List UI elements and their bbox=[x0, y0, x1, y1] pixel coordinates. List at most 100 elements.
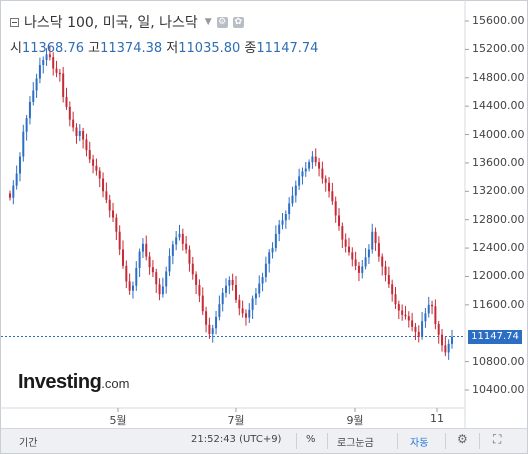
logo-main: Investing bbox=[18, 371, 102, 393]
candle-down bbox=[55, 68, 58, 73]
candle-down bbox=[397, 304, 400, 311]
candle-down bbox=[328, 182, 331, 192]
candle-up bbox=[274, 233, 277, 249]
caret-down-icon[interactable]: ▼ bbox=[204, 17, 212, 27]
divider bbox=[479, 433, 480, 449]
candle-up bbox=[221, 292, 224, 305]
candle-up bbox=[141, 243, 144, 252]
logo-suffix: .com bbox=[101, 376, 130, 391]
candle-down bbox=[102, 178, 105, 192]
y-tick-label: 12400.00 bbox=[472, 241, 525, 255]
candle-up bbox=[311, 156, 314, 163]
candle-down bbox=[72, 119, 75, 128]
candle-down bbox=[155, 272, 158, 285]
candle-down bbox=[384, 266, 387, 276]
candle-down bbox=[158, 284, 161, 295]
candle-down bbox=[407, 316, 410, 321]
candle-down bbox=[341, 226, 344, 240]
candle-down bbox=[95, 165, 98, 171]
candle-up bbox=[451, 336, 453, 344]
candle-down bbox=[434, 306, 437, 325]
fullscreen-icon[interactable]: ⛶ bbox=[493, 432, 502, 446]
y-tick-label: 11600.00 bbox=[472, 297, 525, 311]
x-tick-label: 7월 bbox=[227, 414, 245, 427]
period-button[interactable]: 기간 bbox=[19, 438, 38, 449]
candle-down bbox=[68, 106, 71, 120]
candle-up bbox=[42, 60, 45, 65]
candle-down bbox=[88, 150, 91, 160]
y-tick-label: 14800.00 bbox=[472, 70, 525, 84]
candle-up bbox=[421, 321, 424, 337]
y-tick-label: 15600.00 bbox=[472, 14, 525, 27]
candle-down bbox=[58, 72, 61, 75]
candle-up bbox=[45, 54, 48, 61]
candle-up bbox=[284, 214, 287, 221]
candle-down bbox=[125, 265, 128, 282]
candle-down bbox=[82, 130, 85, 140]
candle-down bbox=[357, 265, 360, 273]
candle-down bbox=[85, 139, 88, 151]
candle-up bbox=[38, 64, 41, 79]
x-tick-label: 11 bbox=[430, 412, 444, 425]
candle-down bbox=[347, 246, 350, 253]
candle-up bbox=[135, 267, 138, 286]
candle-up bbox=[161, 286, 164, 295]
candle-up bbox=[131, 285, 134, 291]
settings-gear-icon[interactable]: ⚙ bbox=[216, 16, 228, 28]
candle-up bbox=[427, 304, 430, 314]
candle-down bbox=[238, 299, 241, 309]
candle-down bbox=[195, 274, 198, 285]
candle-up bbox=[371, 231, 374, 250]
candle-up bbox=[18, 156, 21, 174]
candle-up bbox=[291, 195, 294, 204]
candle-down bbox=[354, 259, 357, 266]
candle-down bbox=[191, 263, 194, 275]
candle-down bbox=[351, 252, 354, 260]
candle-up bbox=[281, 220, 284, 225]
candle-down bbox=[377, 243, 380, 257]
candle-up bbox=[78, 130, 81, 136]
candle-down bbox=[145, 243, 148, 257]
candle-down bbox=[48, 54, 51, 58]
candle-down bbox=[394, 294, 397, 305]
candle-down bbox=[401, 310, 404, 315]
candle-down bbox=[128, 281, 131, 291]
candle-up bbox=[294, 185, 297, 196]
candle-down bbox=[98, 170, 101, 179]
candle-up bbox=[301, 171, 304, 177]
chart-header[interactable]: 나스닥 100, 미국, 일, 나스닥 ▼ ⚙ ✿ bbox=[10, 12, 244, 32]
y-tick-label: 15200.00 bbox=[472, 42, 525, 56]
candle-up bbox=[424, 313, 427, 322]
candle-down bbox=[208, 324, 211, 334]
candle-down bbox=[205, 311, 208, 325]
high-value: 11374.38 bbox=[100, 41, 163, 56]
candle-down bbox=[118, 231, 121, 250]
y-tick-label: 14000.00 bbox=[472, 127, 525, 141]
candle-up bbox=[251, 298, 254, 310]
candle-up bbox=[361, 266, 364, 273]
collapse-icon[interactable] bbox=[10, 17, 19, 27]
candle-up bbox=[178, 233, 181, 238]
gear-icon[interactable]: ✿ bbox=[232, 16, 244, 28]
candle-down bbox=[437, 324, 440, 335]
candle-up bbox=[25, 118, 28, 132]
candle-down bbox=[314, 156, 317, 163]
candle-down bbox=[387, 275, 390, 285]
open-label: 시 bbox=[10, 41, 22, 56]
clock-readout: 21:52:43 (UTC+9) bbox=[191, 434, 282, 445]
candle-down bbox=[62, 73, 65, 97]
instrument-title[interactable]: 나스닥 100, 미국, 일, 나스닥 bbox=[24, 15, 198, 31]
candle-up bbox=[447, 343, 450, 353]
candle-up bbox=[288, 203, 291, 215]
candle-up bbox=[298, 176, 301, 186]
candle-down bbox=[148, 256, 151, 268]
log-scale-toggle[interactable]: 로그눈금 bbox=[337, 438, 374, 449]
gear-icon[interactable]: ⚙ bbox=[457, 432, 468, 446]
candle-up bbox=[364, 257, 367, 267]
auto-scale-toggle[interactable]: 자동 bbox=[410, 438, 429, 449]
percent-toggle[interactable]: % bbox=[306, 434, 316, 445]
candle-down bbox=[201, 295, 204, 312]
x-tick-label: 9월 bbox=[346, 414, 364, 427]
candle-up bbox=[367, 249, 370, 258]
